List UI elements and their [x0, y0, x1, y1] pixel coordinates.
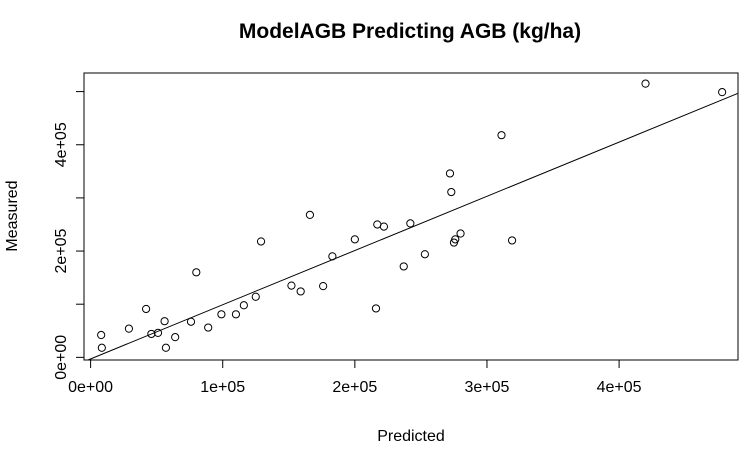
- data-point: [420, 250, 429, 259]
- x-tick-label: 2e+05: [332, 379, 377, 396]
- data-point: [186, 317, 196, 326]
- chart-title: ModelAGB Predicting AGB (kg/ha): [239, 20, 581, 43]
- plot-frame: [83, 72, 739, 361]
- data-point: [231, 310, 241, 319]
- x-tick-label: 4e+05: [597, 379, 642, 396]
- data-point: [217, 310, 226, 319]
- y-tick-label: 2e+05: [53, 228, 70, 273]
- data-point: [373, 220, 382, 229]
- data-point: [287, 281, 296, 290]
- data-point: [497, 131, 506, 140]
- data-point: [153, 328, 163, 337]
- data-point: [451, 235, 460, 244]
- data-point: [328, 252, 337, 261]
- y-tick-label: 0e+00: [53, 335, 70, 380]
- data-point: [204, 323, 213, 332]
- data-point: [507, 236, 517, 245]
- data-point: [97, 343, 106, 352]
- fit-line: [87, 92, 739, 361]
- data-point: [379, 222, 389, 231]
- y-tick-label: 4e+05: [53, 122, 70, 167]
- data-point: [718, 88, 727, 97]
- data-point: [124, 324, 134, 333]
- data-point: [641, 79, 650, 88]
- data-point: [251, 292, 260, 301]
- points-layer: [97, 79, 727, 352]
- x-tick-label: 3e+05: [465, 379, 510, 396]
- data-point: [161, 343, 171, 352]
- x-tick-label: 0e+00: [68, 379, 113, 396]
- data-point: [171, 333, 180, 342]
- data-point: [256, 237, 266, 246]
- data-point: [406, 219, 415, 228]
- data-point: [319, 282, 328, 291]
- data-point: [305, 210, 315, 220]
- y-axis-label: Measured: [4, 180, 21, 251]
- data-point: [192, 268, 201, 277]
- data-point: [371, 304, 381, 313]
- data-point: [97, 330, 106, 340]
- data-point: [447, 187, 456, 197]
- data-point: [399, 262, 408, 271]
- x-axis-label: Predicted: [377, 428, 445, 445]
- y-axis: 0e+00 2e+05 4e+05: [53, 91, 85, 380]
- data-point: [160, 317, 169, 326]
- fit-line-layer: [87, 92, 739, 361]
- data-point: [141, 304, 151, 314]
- data-point: [239, 301, 248, 310]
- data-point: [456, 229, 465, 238]
- data-point: [296, 287, 305, 296]
- x-axis: 0e+00 1e+05 2e+05 3e+05 4e+05: [68, 359, 642, 396]
- data-point: [350, 235, 359, 244]
- x-tick-label: 1e+05: [200, 379, 245, 396]
- data-point: [445, 169, 455, 178]
